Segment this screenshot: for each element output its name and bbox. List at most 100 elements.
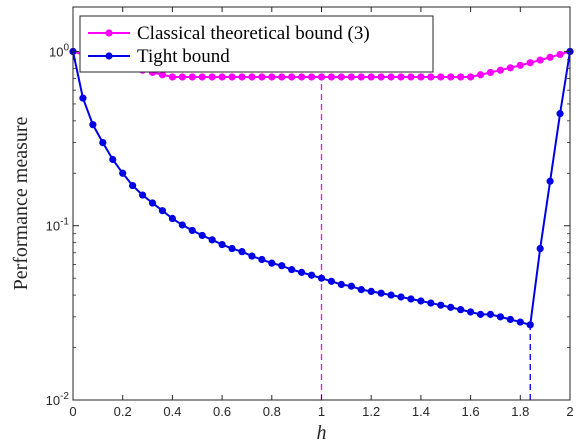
data-point	[307, 73, 316, 81]
legend-swatch-marker	[105, 52, 113, 60]
data-point	[188, 73, 196, 81]
data-point	[317, 274, 326, 282]
data-point	[556, 110, 564, 118]
data-point	[158, 71, 167, 79]
data-point	[417, 297, 425, 305]
data-point	[357, 73, 365, 81]
data-point	[178, 221, 186, 229]
data-point	[168, 214, 176, 223]
data-point	[238, 73, 246, 81]
data-point	[248, 73, 256, 81]
data-point	[109, 155, 117, 164]
data-point	[168, 73, 176, 81]
data-point	[327, 277, 336, 285]
data-point	[89, 121, 97, 129]
data-point	[516, 61, 524, 69]
data-point	[307, 271, 316, 279]
data-point	[486, 310, 495, 318]
data-point	[278, 262, 286, 270]
data-point	[447, 303, 455, 311]
data-point	[377, 289, 385, 297]
data-point	[407, 73, 415, 81]
data-point	[119, 169, 127, 177]
y-axis-label: Performance measure	[10, 116, 32, 290]
data-point	[278, 73, 286, 81]
x-tick-label: 0.2	[114, 404, 132, 419]
data-point	[288, 73, 296, 81]
data-point	[288, 266, 296, 274]
data-point	[268, 73, 276, 81]
data-point	[258, 255, 266, 264]
data-point	[387, 73, 395, 81]
data-point	[417, 73, 425, 81]
data-point	[536, 56, 544, 64]
data-point	[228, 73, 236, 81]
data-point	[546, 177, 554, 185]
data-point	[556, 50, 564, 59]
data-point	[129, 181, 137, 190]
series-1	[69, 47, 574, 329]
data-point	[317, 73, 326, 81]
data-point	[367, 287, 375, 295]
data-point	[298, 268, 306, 276]
data-point	[377, 73, 385, 81]
y-tick-label: 100	[49, 42, 69, 59]
data-point	[407, 295, 415, 303]
data-point	[536, 244, 544, 253]
legend-swatch-marker	[105, 29, 113, 37]
data-point	[387, 291, 395, 299]
data-point	[268, 259, 276, 267]
data-point	[158, 207, 167, 215]
data-point	[476, 71, 485, 79]
x-tick-label: 0.6	[213, 404, 231, 419]
data-point	[367, 73, 375, 81]
data-point	[337, 280, 345, 289]
data-point	[238, 248, 246, 256]
data-point	[347, 73, 355, 81]
data-point	[347, 282, 355, 290]
data-point	[496, 313, 505, 321]
data-point	[138, 191, 147, 199]
data-point	[218, 73, 226, 81]
data-point	[79, 94, 87, 102]
data-point	[298, 73, 306, 81]
data-point	[526, 59, 534, 67]
x-axis-label: h	[317, 422, 327, 444]
legend: Classical theoretical bound (3)Tight bou…	[79, 15, 434, 73]
x-tick-label: 1	[318, 404, 325, 419]
data-point	[99, 138, 107, 147]
data-point	[357, 286, 365, 294]
data-point	[327, 73, 336, 81]
data-point	[516, 318, 524, 326]
y-tick-label: 10-1	[46, 217, 70, 234]
x-tick-label: 2	[566, 404, 573, 419]
x-tick-label: 1.8	[511, 404, 529, 419]
data-point	[258, 73, 266, 81]
legend-entry-label: Tight bound	[137, 46, 230, 67]
x-tick-label: 0	[69, 404, 76, 419]
data-point	[397, 73, 405, 81]
data-point	[188, 226, 196, 235]
x-tick-label: 1.6	[462, 404, 480, 419]
data-point	[437, 73, 445, 81]
data-point	[506, 64, 514, 72]
legend-entry-label: Classical theoretical bound (3)	[137, 23, 370, 44]
data-point	[496, 66, 505, 74]
data-point	[486, 68, 495, 77]
data-point	[476, 310, 485, 318]
x-tick-label: 0.4	[163, 404, 181, 419]
data-point	[467, 308, 475, 316]
data-point	[218, 240, 226, 249]
data-point	[397, 293, 405, 301]
data-point	[427, 73, 435, 81]
data-point	[427, 299, 435, 307]
reference-lines	[320, 76, 531, 400]
data-point	[198, 73, 206, 81]
data-point	[198, 231, 206, 240]
data-point	[208, 73, 216, 81]
data-point	[447, 73, 455, 81]
data-point	[467, 73, 475, 81]
data-point	[526, 321, 534, 329]
x-tick-label: 0.8	[263, 404, 281, 419]
